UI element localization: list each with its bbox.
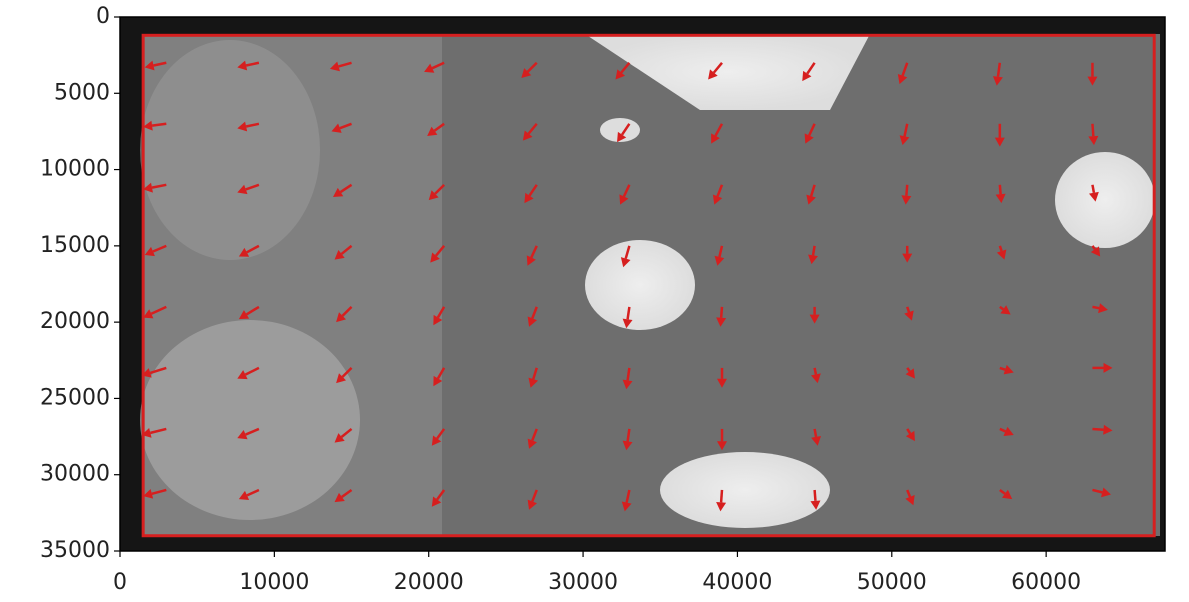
x-tick-label: 60000 bbox=[1011, 570, 1081, 595]
arrow-shaft bbox=[815, 490, 816, 501]
arrow-shaft bbox=[813, 246, 815, 255]
arrow-shaft bbox=[628, 429, 630, 441]
x-tick-label: 30000 bbox=[548, 570, 618, 595]
x-tick-label: 50000 bbox=[857, 570, 927, 595]
y-tick-label: 15000 bbox=[40, 233, 110, 258]
arrow-shaft bbox=[815, 368, 816, 374]
y-tick-label: 10000 bbox=[40, 157, 110, 182]
y-tick-label: 30000 bbox=[40, 462, 110, 487]
y-tick-label: 0 bbox=[96, 4, 110, 29]
arrow-shaft bbox=[1092, 124, 1093, 136]
arrow-shaft bbox=[906, 185, 907, 196]
arrow-shaft bbox=[721, 307, 722, 318]
x-tick-label: 20000 bbox=[394, 570, 464, 595]
x-tick-label: 40000 bbox=[702, 570, 772, 595]
arrow-shaft bbox=[1000, 246, 1002, 251]
y-tick-label: 35000 bbox=[40, 538, 110, 563]
arrow-shaft bbox=[815, 429, 816, 437]
arrow-shaft bbox=[1092, 185, 1093, 193]
arrow-shaft bbox=[907, 307, 909, 312]
arrow-shaft bbox=[628, 307, 630, 319]
y-tick-label: 25000 bbox=[40, 385, 110, 410]
arrow-shaft bbox=[1000, 185, 1001, 194]
y-tick-label: 20000 bbox=[40, 309, 110, 334]
arrow-shaft bbox=[1000, 368, 1005, 370]
arrow-shaft bbox=[628, 368, 630, 380]
arrow-shaft bbox=[1092, 307, 1099, 308]
chart: 0 10000 20000 30000 40000 50000 60000 0 5000 1000… bbox=[0, 0, 1189, 602]
x-tick-label: 0 bbox=[113, 570, 127, 595]
y-tick-label: 5000 bbox=[54, 80, 110, 105]
arrow-shaft bbox=[1092, 429, 1103, 430]
arrow-shaft bbox=[721, 490, 722, 502]
background-image bbox=[120, 17, 1165, 551]
x-tick-label: 10000 bbox=[239, 570, 309, 595]
